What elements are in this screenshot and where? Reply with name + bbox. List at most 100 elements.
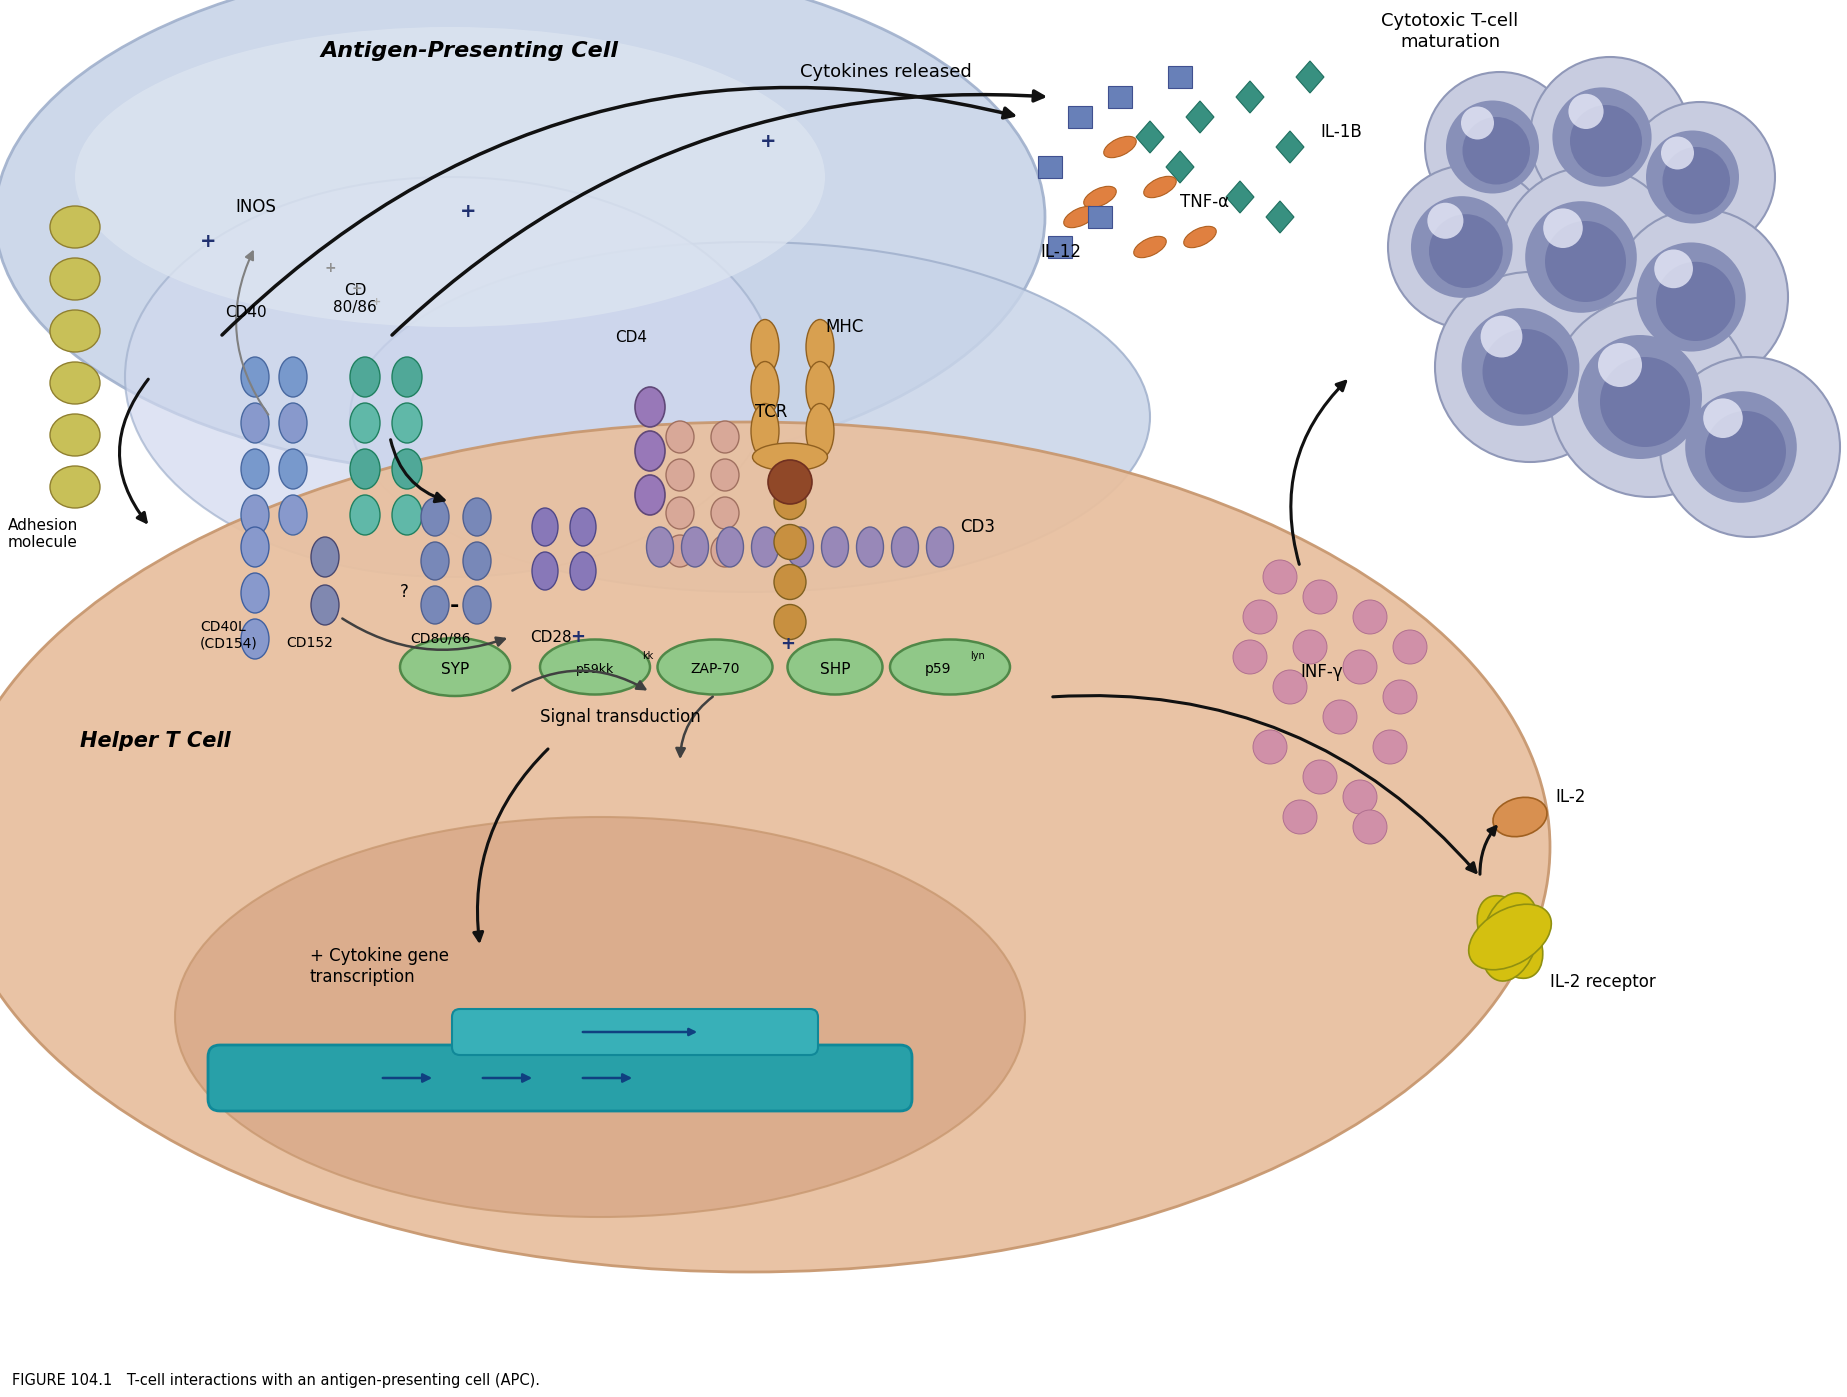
Circle shape [1461,106,1494,140]
Text: CD80/86: CD80/86 [410,631,471,645]
Ellipse shape [1468,904,1551,970]
Ellipse shape [752,443,827,471]
Ellipse shape [0,422,1550,1273]
Ellipse shape [774,605,805,640]
Ellipse shape [682,527,709,567]
Circle shape [1598,344,1642,387]
Ellipse shape [774,485,805,520]
Ellipse shape [240,448,270,489]
Ellipse shape [50,205,100,249]
Ellipse shape [646,527,674,567]
Ellipse shape [787,527,813,567]
Ellipse shape [752,527,778,567]
Ellipse shape [464,542,491,580]
Text: CD3: CD3 [960,518,996,536]
Ellipse shape [752,404,779,458]
Text: +: + [353,282,362,295]
Circle shape [1252,731,1287,764]
Ellipse shape [711,535,739,567]
Polygon shape [1297,61,1324,94]
Text: +: + [325,261,336,275]
Bar [1167,66,1191,88]
Ellipse shape [0,0,1045,476]
Text: lyn: lyn [970,651,984,661]
Ellipse shape [392,448,421,489]
Text: CD4: CD4 [615,330,646,345]
Ellipse shape [50,258,100,300]
Ellipse shape [774,564,805,599]
Ellipse shape [1481,893,1539,981]
Ellipse shape [50,414,100,455]
Ellipse shape [635,387,665,427]
Circle shape [1343,780,1378,814]
FancyArrowPatch shape [390,440,443,502]
Text: CD
80/86: CD 80/86 [332,282,377,314]
Ellipse shape [421,585,449,624]
FancyArrowPatch shape [222,88,1014,335]
Circle shape [1343,650,1378,685]
Circle shape [1234,640,1267,673]
Ellipse shape [787,640,883,694]
Circle shape [1662,147,1731,215]
Ellipse shape [50,362,100,404]
Circle shape [1435,272,1625,462]
Ellipse shape [667,535,694,567]
Text: Helper T Cell: Helper T Cell [79,731,231,752]
FancyArrowPatch shape [1053,696,1476,872]
Ellipse shape [635,432,665,471]
Circle shape [1387,165,1551,330]
Ellipse shape [667,420,694,453]
Text: CD40L
(CD154): CD40L (CD154) [199,620,259,650]
FancyArrowPatch shape [1479,827,1496,875]
FancyArrowPatch shape [1291,381,1346,564]
Text: + Cytokine gene
transcription: + Cytokine gene transcription [310,947,449,986]
FancyBboxPatch shape [453,1009,818,1055]
Circle shape [1600,358,1690,447]
Polygon shape [1236,81,1263,113]
Text: Cytotoxic T-cell
maturation: Cytotoxic T-cell maturation [1382,13,1518,52]
Text: +: + [779,636,794,652]
Text: Adhesion
molecule: Adhesion molecule [7,518,78,550]
Circle shape [1612,210,1788,386]
Circle shape [1544,208,1583,249]
FancyArrowPatch shape [512,671,645,690]
Text: INOS: INOS [235,198,275,217]
Circle shape [1393,630,1428,664]
Circle shape [1411,196,1513,298]
Circle shape [1660,137,1694,169]
Ellipse shape [279,358,307,397]
Ellipse shape [50,467,100,509]
Ellipse shape [464,585,491,624]
Circle shape [1273,671,1308,704]
Polygon shape [1226,182,1254,212]
Text: CD28: CD28 [530,630,571,645]
Polygon shape [1165,151,1193,183]
FancyArrowPatch shape [120,379,148,522]
Polygon shape [1265,201,1295,233]
Ellipse shape [126,177,776,577]
Ellipse shape [752,362,779,416]
Ellipse shape [349,402,380,443]
Ellipse shape [392,402,421,443]
Text: -: - [451,597,460,616]
Circle shape [1243,599,1276,634]
Circle shape [1526,201,1636,313]
Ellipse shape [279,495,307,535]
Ellipse shape [310,585,340,624]
Circle shape [1568,94,1603,129]
Ellipse shape [310,536,340,577]
Circle shape [1302,580,1337,615]
Circle shape [1302,760,1337,793]
Ellipse shape [50,310,100,352]
Circle shape [1577,335,1701,460]
Circle shape [1529,57,1690,217]
Text: ?: ? [401,583,408,601]
Circle shape [1500,168,1681,346]
Bar [1088,205,1112,228]
Circle shape [1550,298,1749,497]
Ellipse shape [240,495,270,535]
Circle shape [1660,358,1840,536]
Text: CD152: CD152 [286,636,334,650]
Ellipse shape [240,527,270,567]
Ellipse shape [892,527,918,567]
